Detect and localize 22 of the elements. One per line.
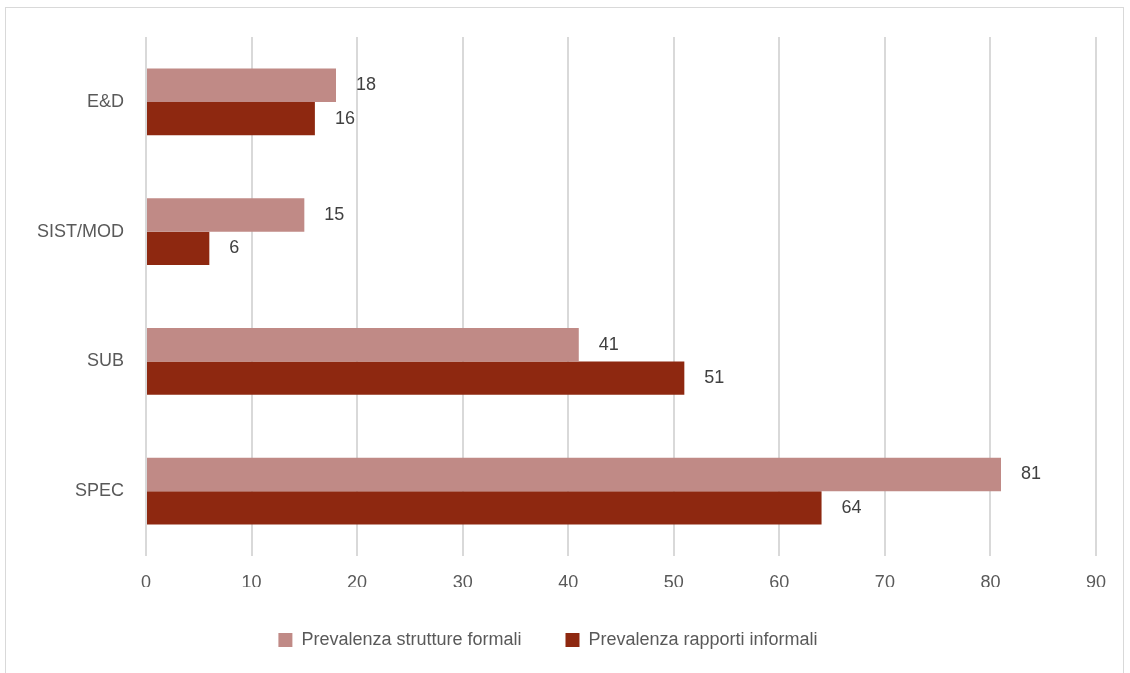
bar — [147, 457, 1001, 492]
data-label: 6 — [229, 237, 240, 258]
data-label: 51 — [704, 367, 725, 388]
bar — [147, 327, 579, 362]
bar — [147, 361, 685, 395]
data-label: 18 — [356, 74, 377, 95]
legend-label: Prevalenza strutture formali — [301, 628, 522, 649]
data-label: 81 — [1021, 463, 1042, 484]
bar — [147, 491, 822, 525]
data-label: 15 — [324, 203, 345, 224]
bar — [147, 101, 315, 136]
bar — [147, 68, 336, 102]
legend-label: Prevalenza rapporti informali — [588, 628, 818, 649]
bar — [147, 198, 305, 232]
data-label: 64 — [841, 496, 862, 517]
data-label: 41 — [598, 333, 619, 354]
y-tick-label: SPEC — [74, 480, 124, 501]
data-label: 16 — [334, 107, 355, 128]
y-tick-label: SIST/MOD — [36, 220, 124, 241]
y-tick-label: E&D — [86, 90, 124, 111]
bar — [147, 231, 210, 266]
y-tick-label: SUB — [86, 350, 124, 371]
